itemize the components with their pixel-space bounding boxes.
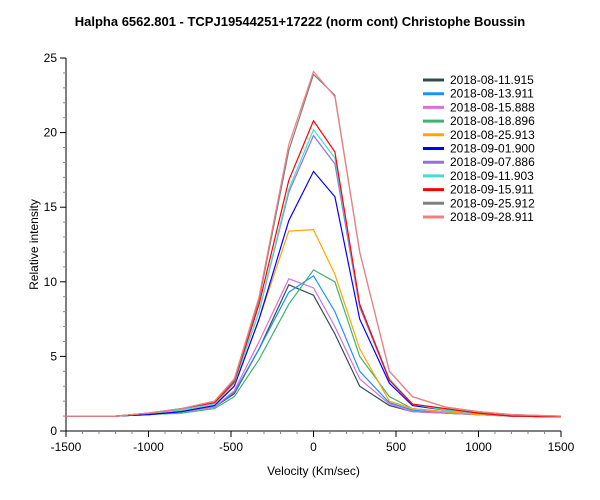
series-line-2018-09-11.903: [66, 128, 562, 418]
y-axis-label: Relative intensity: [27, 199, 41, 290]
y-tick-label: 5: [50, 349, 57, 363]
legend-label: 2018-09-25.912: [450, 196, 535, 210]
legend-label: 2018-09-28.911: [450, 210, 534, 224]
legend-label: 2018-08-25.913: [450, 128, 535, 142]
series-line-2018-08-11.915: [66, 284, 562, 418]
x-tick-label: -1000: [133, 440, 164, 454]
series-line-2018-08-18.896: [66, 269, 562, 418]
legend-label: 2018-08-18.896: [450, 114, 535, 128]
legend-label: 2018-08-15.888: [450, 100, 535, 114]
chart-title: Halpha 6562.801 - TCPJ19544251+17222 (no…: [74, 14, 526, 29]
y-tick-label: 20: [44, 126, 58, 140]
x-axis-label: Velocity (Km/sec): [267, 464, 360, 478]
legend-label: 2018-09-01.900: [450, 142, 535, 156]
x-tick-label: -1500: [51, 440, 82, 454]
legend-label: 2018-09-07.886: [450, 155, 535, 169]
y-tick-label: 25: [44, 51, 58, 65]
series-line-2018-09-28.911: [66, 70, 562, 417]
x-tick-label: -500: [219, 440, 243, 454]
x-tick-label: 1500: [548, 440, 575, 454]
legend-label: 2018-09-15.911: [450, 183, 534, 197]
y-tick-label: 0: [50, 424, 57, 438]
x-tick-label: 500: [386, 440, 406, 454]
legend-label: 2018-08-11.915: [450, 73, 534, 87]
legend-label: 2018-09-11.903: [450, 169, 534, 183]
legend-label: 2018-08-13.911: [450, 87, 534, 101]
series-line-2018-08-15.888: [66, 278, 562, 418]
x-tick-label: 0: [310, 440, 317, 454]
y-tick-label: 15: [44, 200, 58, 214]
x-tick-label: 1000: [465, 440, 492, 454]
series-line-2018-08-13.911: [66, 274, 562, 418]
y-tick-label: 10: [44, 275, 58, 289]
series-line-2018-08-25.913: [66, 228, 562, 418]
